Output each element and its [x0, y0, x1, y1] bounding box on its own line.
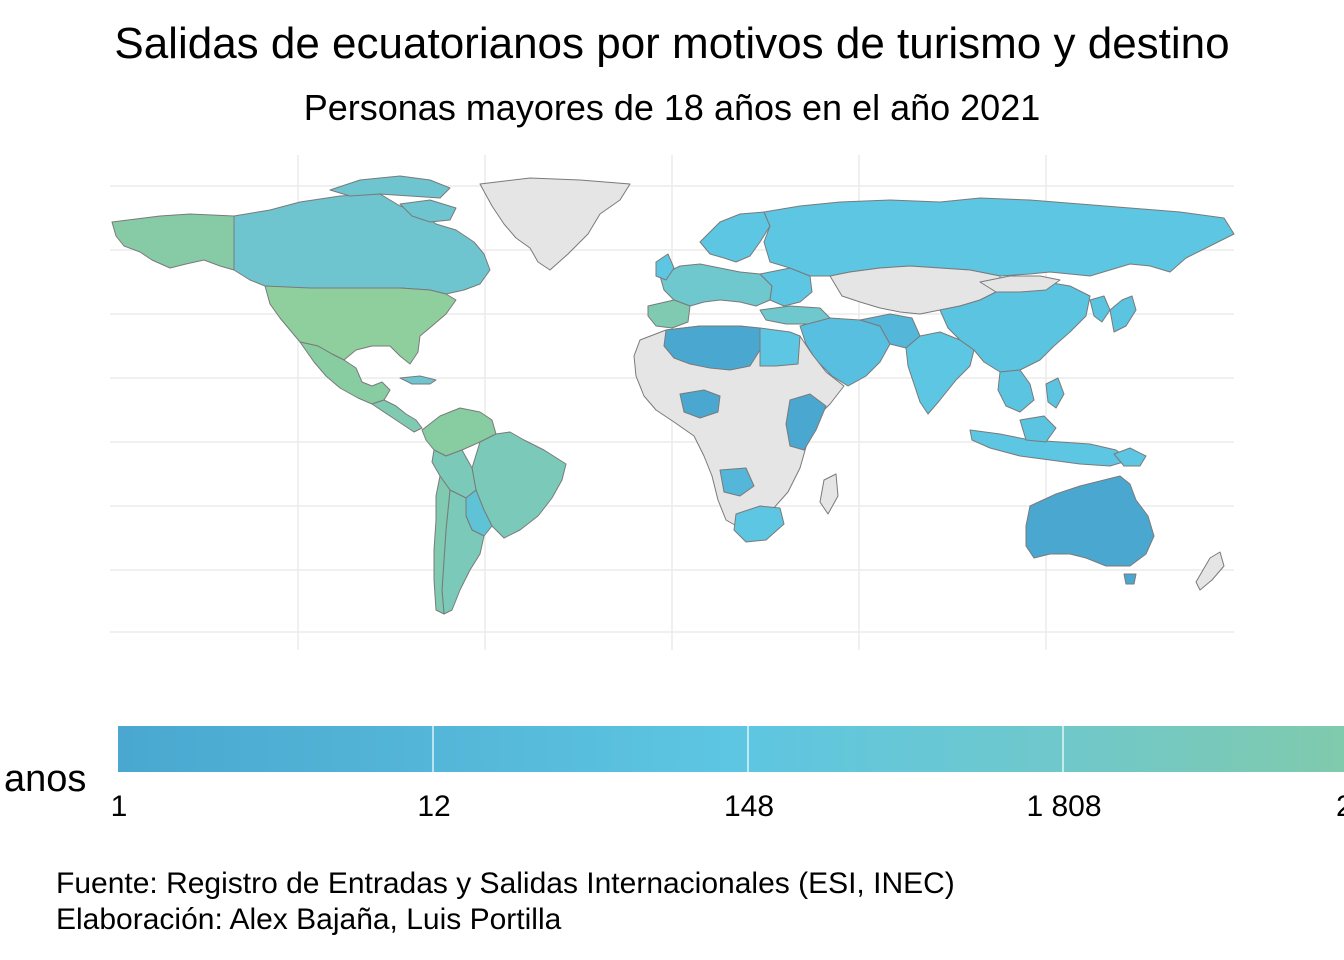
legend-colorbar: [118, 726, 1344, 772]
world-map: [100, 150, 1244, 660]
region-mexico: [299, 341, 391, 405]
region-iberia: [647, 299, 691, 329]
region-borneo: [1019, 415, 1057, 443]
region-greenland: [479, 177, 631, 271]
region-chile: [433, 475, 451, 615]
legend-label: 1: [110, 790, 128, 823]
region-korea-japan: [1089, 295, 1111, 323]
region-philippines: [1045, 377, 1065, 409]
legend-tick-mark: [432, 726, 434, 772]
region-uk: [655, 253, 675, 281]
legend-tick-mark: [1062, 726, 1064, 772]
region-angola: [719, 467, 755, 497]
region-arctic-islands: [329, 175, 451, 199]
legend-label: 2: [1336, 788, 1344, 826]
region-caribbean: [399, 375, 437, 385]
region-west-africa: [679, 389, 721, 419]
region-tasmania: [1123, 573, 1137, 585]
region-new-zealand: [1195, 551, 1225, 591]
legend-label: 12: [417, 790, 451, 823]
region-western-europe: [659, 263, 773, 307]
chart-title: Salidas de ecuatorianos por motivos de t…: [114, 19, 1230, 68]
region-east-africa: [785, 393, 827, 451]
chart-subtitle: Personas mayores de 18 años en el año 20…: [303, 87, 1041, 128]
legend-label: 148: [723, 790, 775, 823]
region-scandinavia: [699, 211, 771, 263]
region-russia: [763, 197, 1235, 277]
region-arctic-islands-2: [399, 199, 457, 223]
region-southeast-asia: [997, 369, 1035, 413]
caption: Fuente: Registro de Entradas y Salidas I…: [56, 866, 955, 938]
region-usa: [264, 285, 457, 365]
region-papua: [1113, 447, 1147, 467]
region-northern-africa: [663, 325, 761, 371]
region-madagascar: [819, 473, 839, 515]
region-south-africa: [733, 505, 785, 543]
region-australia: [1025, 475, 1155, 567]
region-central-america: [371, 399, 423, 433]
legend-tick-mark: [747, 726, 749, 772]
caption-source: Fuente: Registro de Entradas y Salidas I…: [56, 867, 955, 900]
caption-author: Elaboración: Alex Bajaña, Luis Portilla: [56, 903, 562, 936]
region-japan: [1109, 295, 1137, 333]
region-india: [905, 331, 975, 415]
legend-title: anos: [4, 758, 87, 800]
region-mongolia: [979, 275, 1061, 293]
legend-label: 1 808: [1026, 790, 1102, 823]
region-alaska: [111, 213, 235, 271]
region-egypt: [759, 327, 801, 367]
